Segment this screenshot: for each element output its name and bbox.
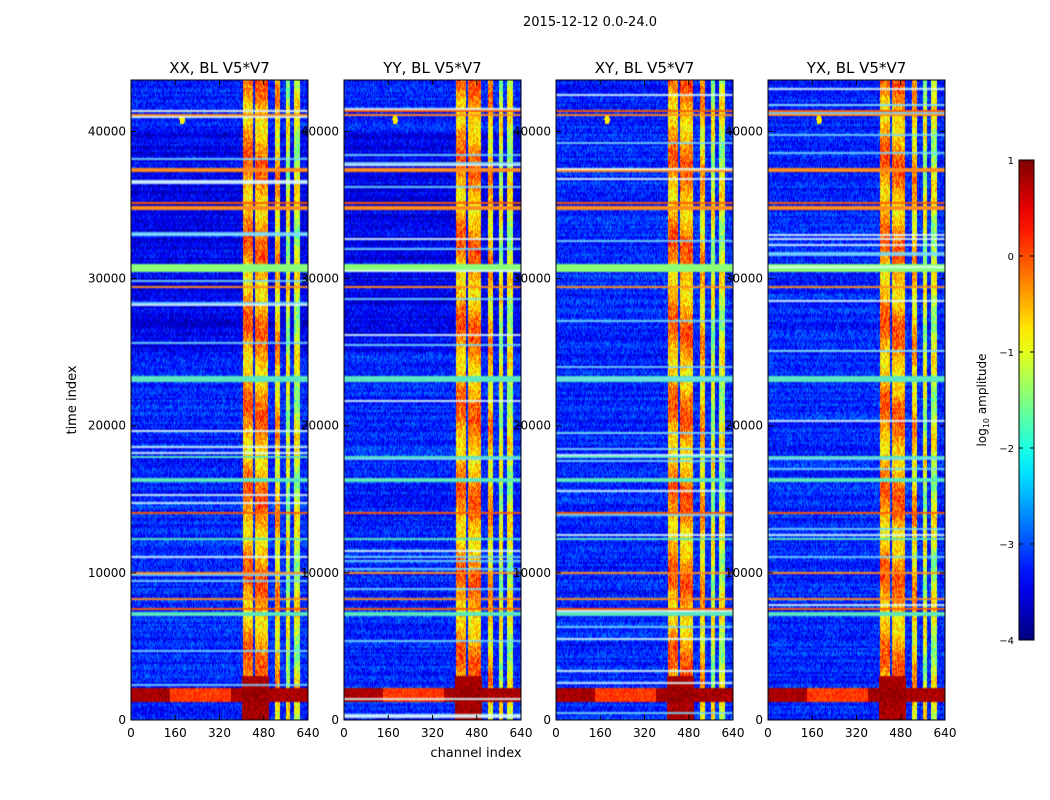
x-tick-label: 480 <box>252 726 275 740</box>
y-tick-label: 30000 <box>88 272 126 286</box>
y-tick-label: 30000 <box>513 272 551 286</box>
y-tick-label: 20000 <box>513 419 551 433</box>
panel-xy: XY, BL V5*V7 0 160 320 480 640 0 10000 20000 3000… <box>513 59 745 740</box>
figure-suptitle: 2015-12-12 0.0-24.0 <box>523 15 657 30</box>
x-tick-label: 160 <box>801 726 824 740</box>
y-tick-label: 10000 <box>725 566 763 580</box>
y-tick-label: 10000 <box>88 566 126 580</box>
x-tick-label: 640 <box>722 726 745 740</box>
y-tick-label: 20000 <box>88 419 126 433</box>
colorbar-tick-label: 1 <box>1008 156 1014 167</box>
panel-title: XX, BL V5*V7 <box>169 59 270 77</box>
x-tick-label: 160 <box>589 726 612 740</box>
colorbar-tick-label: 0 <box>1008 252 1014 263</box>
x-tick-label: 640 <box>510 726 533 740</box>
x-tick-label: 0 <box>764 726 772 740</box>
heatmap-image-yy <box>344 80 521 720</box>
y-tick-label: 40000 <box>513 124 551 138</box>
x-tick-label: 0 <box>552 726 560 740</box>
x-tick-label: 640 <box>297 726 320 740</box>
x-tick-label: 320 <box>421 726 444 740</box>
x-tick-label: 160 <box>377 726 400 740</box>
y-tick-label: 30000 <box>301 272 339 286</box>
heatmap-image-xy <box>556 80 733 720</box>
colorbar-tick-label: −1 <box>999 348 1014 359</box>
colorbar-label-sub: 10 <box>982 418 991 428</box>
heatmap-image-xx <box>131 80 308 720</box>
colorbar-label-tail: amplitude <box>975 354 989 418</box>
colorbar-frame <box>1018 159 1035 641</box>
colorbar-tick-label: −2 <box>999 444 1014 455</box>
colorbar-label-main: log <box>975 428 989 446</box>
y-tick-label: 10000 <box>513 566 551 580</box>
x-tick-label: 480 <box>677 726 700 740</box>
y-tick-label: 0 <box>755 713 763 727</box>
x-tick-label: 160 <box>164 726 187 740</box>
colorbar-fill <box>1019 160 1034 640</box>
x-tick-label: 480 <box>465 726 488 740</box>
y-tick-label: 40000 <box>301 124 339 138</box>
heatmap-image-yx <box>768 80 945 720</box>
y-tick-label: 10000 <box>301 566 339 580</box>
x-tick-label: 0 <box>340 726 348 740</box>
y-tick-label: 0 <box>331 713 339 727</box>
panel-title: XY, BL V5*V7 <box>595 59 695 77</box>
panel-yx: YX, BL V5*V7 0 160 320 480 640 0 10000 20000 3000… <box>725 59 957 740</box>
panel-yy: YY, BL V5*V7 0 160 320 480 640 0 10000 20000 3000… <box>301 59 533 740</box>
colorbar-tick-label: −4 <box>999 636 1014 647</box>
panel-title: YX, BL V5*V7 <box>806 59 907 77</box>
y-tick-label: 40000 <box>725 124 763 138</box>
panels-group: XX, BL V5*V7 0 160 320 480 640 0 10000 20000 3000… <box>88 59 957 740</box>
x-tick-label: 320 <box>208 726 231 740</box>
x-tick-label: 320 <box>845 726 868 740</box>
panel-xx: XX, BL V5*V7 0 160 320 480 640 0 10000 20000 3000… <box>88 59 320 740</box>
colorbar-label: log10 amplitude <box>975 354 991 447</box>
x-tick-label: 640 <box>934 726 957 740</box>
colorbar-tick-label: −3 <box>999 540 1014 551</box>
y-tick-label: 20000 <box>301 419 339 433</box>
y-tick-label: 20000 <box>725 419 763 433</box>
y-tick-label: 0 <box>543 713 551 727</box>
x-tick-label: 320 <box>633 726 656 740</box>
y-tick-label: 30000 <box>725 272 763 286</box>
y-tick-label: 40000 <box>88 124 126 138</box>
x-axis-label: channel index <box>430 746 521 761</box>
x-tick-label: 0 <box>127 726 135 740</box>
panel-title: YY, BL V5*V7 <box>382 59 481 77</box>
y-tick-label: 0 <box>118 713 126 727</box>
y-axis-label: time index <box>65 365 80 434</box>
x-tick-label: 480 <box>889 726 912 740</box>
